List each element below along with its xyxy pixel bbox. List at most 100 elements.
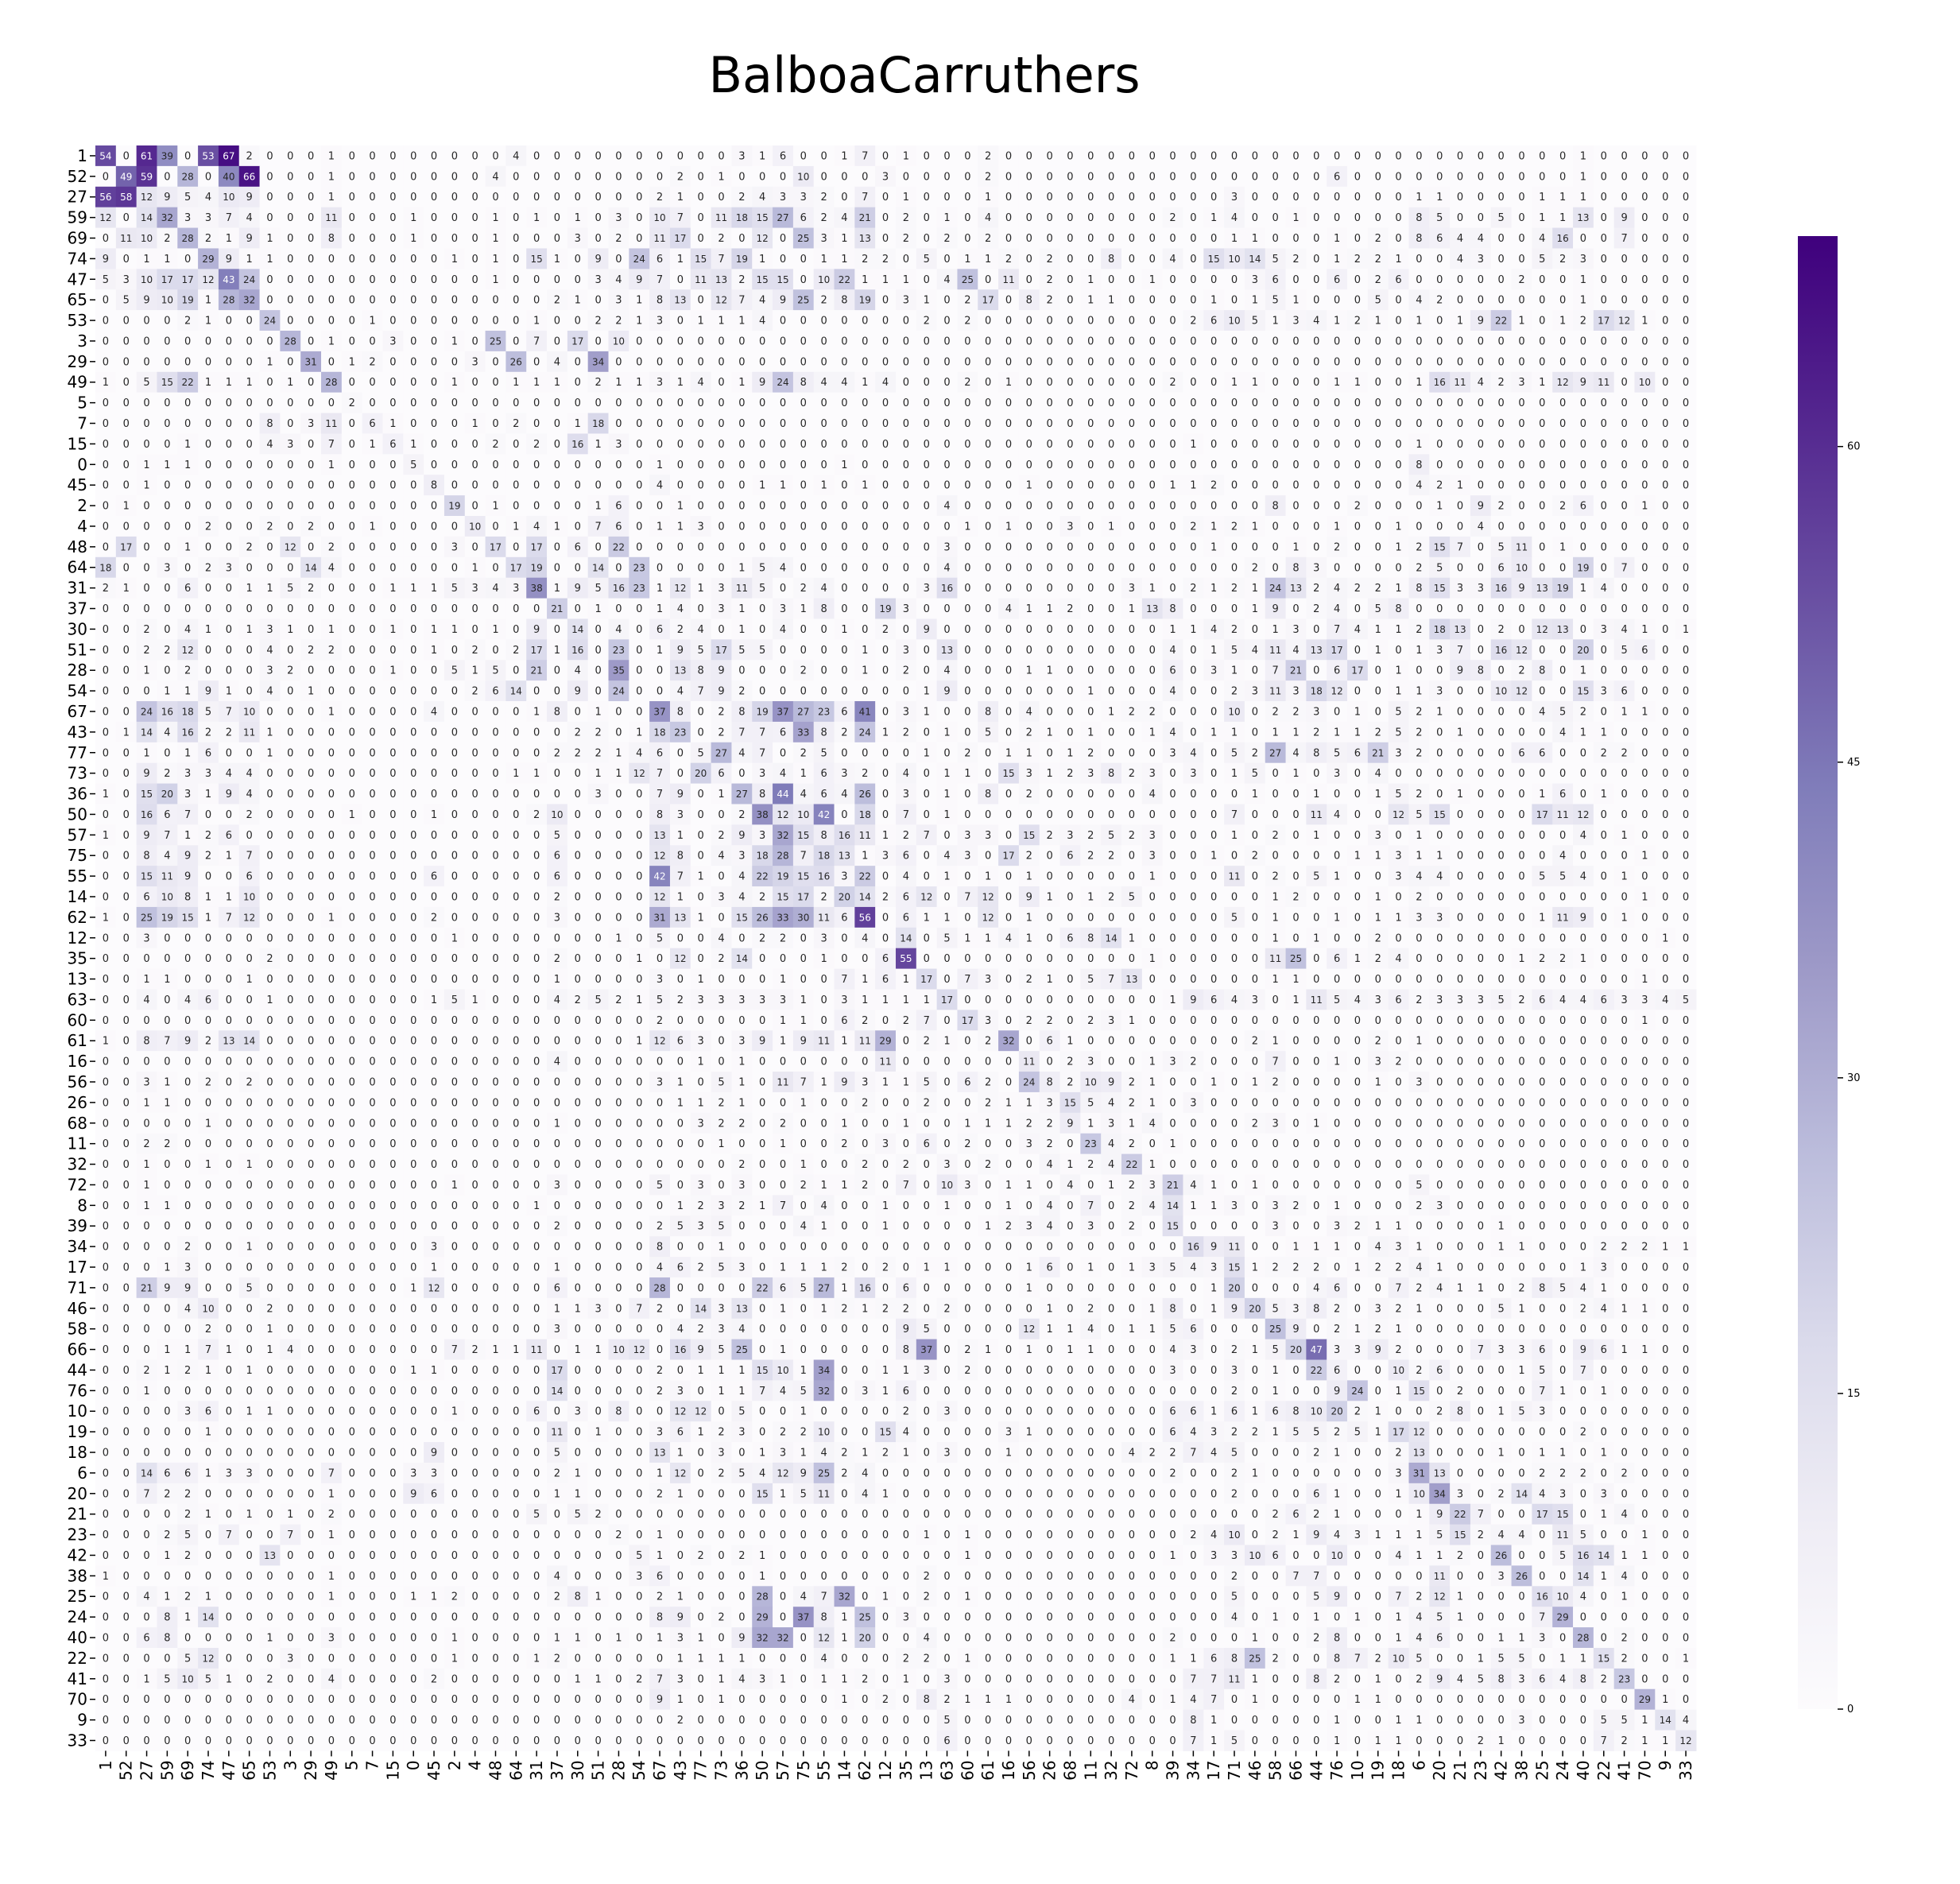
cell-value-label: 0 <box>1662 727 1668 738</box>
cell-value-label: 0 <box>1580 480 1586 492</box>
cell-value-label: 0 <box>554 316 560 328</box>
cell-value-label: 0 <box>1375 501 1381 513</box>
cell-value-label: 0 <box>1518 521 1524 533</box>
cell-value-label: 0 <box>389 150 396 162</box>
cell-value-label: 0 <box>1313 150 1319 162</box>
cell-value-label: 0 <box>1272 418 1279 430</box>
cell-value-label: 0 <box>1478 747 1484 759</box>
cell-value-label: 0 <box>1395 459 1401 471</box>
cell-value-label: 0 <box>1518 335 1524 347</box>
cell-value-label: 0 <box>513 727 519 738</box>
cell-value-label: 0 <box>1210 418 1217 430</box>
cell-value-label: 0 <box>1641 439 1648 451</box>
cell-value-label: 2 <box>1559 254 1566 266</box>
cell-value-label: 3 <box>164 562 170 574</box>
cell-value-label: 0 <box>1662 377 1668 389</box>
cell-value-label: 0 <box>123 254 130 266</box>
cell-value-label: 19 <box>448 501 460 512</box>
cell-value-label: 2 <box>1067 768 1073 780</box>
cell-value-label: 0 <box>657 665 663 677</box>
cell-value-label: 0 <box>595 150 601 162</box>
cell-value-label: 10 <box>1228 254 1240 265</box>
cell-value-label: 2 <box>246 150 253 162</box>
cell-value-label: 7 <box>226 706 232 718</box>
cell-value-label: 4 <box>657 480 663 492</box>
cell-value-label: 0 <box>1210 686 1217 698</box>
cell-value-label: 0 <box>780 418 786 430</box>
cell-value-label: 0 <box>1334 212 1340 224</box>
cell-value-label: 6 <box>657 254 663 266</box>
cell-value-label: 39 <box>161 150 173 161</box>
cell-value-label: 8 <box>698 665 704 677</box>
cell-value-label: 9 <box>924 624 930 636</box>
cell-value-label: 0 <box>266 501 273 513</box>
cell-value-label: 0 <box>1641 727 1648 738</box>
cell-value-label: 1 <box>677 254 684 266</box>
cell-value-label: 0 <box>1067 645 1073 657</box>
cell-value-label: 25 <box>490 335 502 347</box>
cell-value-label: 2 <box>554 295 560 307</box>
cell-value-label: 0 <box>1190 727 1196 738</box>
cell-value-label: 0 <box>575 171 581 183</box>
cell-value-label: 0 <box>1129 295 1135 307</box>
cell-value-label: 8 <box>841 295 847 307</box>
cell-value-label: 0 <box>1621 397 1627 409</box>
cell-value-label: 0 <box>1601 603 1607 615</box>
cell-value-label: 0 <box>1621 521 1627 533</box>
cell-value-label: 0 <box>349 521 355 533</box>
cell-value-label: 0 <box>657 501 663 513</box>
cell-value-label: 0 <box>841 171 847 183</box>
cell-value-label: 0 <box>677 335 684 347</box>
cell-value-label: 0 <box>1046 192 1052 204</box>
cell-value-label: 4 <box>1231 212 1238 224</box>
cell-value-label: 32 <box>243 295 255 306</box>
cell-value-label: 0 <box>964 665 970 677</box>
cell-value-label: 3 <box>1129 583 1135 595</box>
cell-value-label: 0 <box>1457 603 1463 615</box>
cell-value-label: 2 <box>738 686 745 698</box>
cell-value-label: 0 <box>328 316 335 328</box>
cell-value-label: 0 <box>1539 727 1545 738</box>
cell-value-label: 1 <box>472 562 478 574</box>
cell-value-label: 0 <box>472 212 478 224</box>
cell-value-label: 0 <box>472 624 478 636</box>
cell-value-label: 0 <box>1169 397 1176 409</box>
cell-value-label: 0 <box>1046 233 1052 245</box>
cell-value-label: 1 <box>1334 233 1340 245</box>
cell-value-label: 4 <box>985 212 991 224</box>
cell-value-label: 0 <box>595 480 601 492</box>
cell-value-label: 44 <box>777 789 788 800</box>
cell-value-label: 21 <box>551 603 563 614</box>
cell-value-label: 0 <box>1108 501 1114 513</box>
cell-value-label: 0 <box>349 768 355 780</box>
cell-value-label: 0 <box>800 686 807 698</box>
cell-value-label: 0 <box>924 789 930 801</box>
cell-value-label: 0 <box>698 295 704 307</box>
cell-value-label: 0 <box>287 316 293 328</box>
cell-value-label: 0 <box>1662 624 1668 636</box>
cell-value-label: 0 <box>349 480 355 492</box>
cell-value-label: 58 <box>120 192 132 203</box>
cell-value-label: 0 <box>1108 665 1114 677</box>
cell-value-label: 0 <box>1252 356 1258 368</box>
cell-value-label: 3 <box>1436 686 1443 698</box>
cell-value-label: 0 <box>369 706 375 718</box>
cell-value-label: 0 <box>328 501 335 513</box>
cell-value-label: 1 <box>1580 727 1586 738</box>
cell-value-label: 3 <box>575 233 581 245</box>
cell-value-label: 0 <box>1641 192 1648 204</box>
cell-value-label: 5 <box>1395 727 1401 738</box>
cell-value-label: 0 <box>800 356 807 368</box>
cell-value-label: 27 <box>797 706 809 717</box>
cell-value-label: 0 <box>718 541 724 553</box>
cell-value-label: 0 <box>677 150 684 162</box>
cell-value-label: 0 <box>103 480 109 492</box>
cell-value-label: 0 <box>1026 233 1032 245</box>
cell-value-label: 0 <box>1662 706 1668 718</box>
cell-value-label: 0 <box>246 480 253 492</box>
cell-value-label: 1 <box>882 274 889 286</box>
cell-value-label: 0 <box>985 377 991 389</box>
cell-value-label: 0 <box>1436 439 1443 451</box>
cell-value-label: 0 <box>1129 501 1135 513</box>
cell-value-label: 1 <box>1580 274 1586 286</box>
